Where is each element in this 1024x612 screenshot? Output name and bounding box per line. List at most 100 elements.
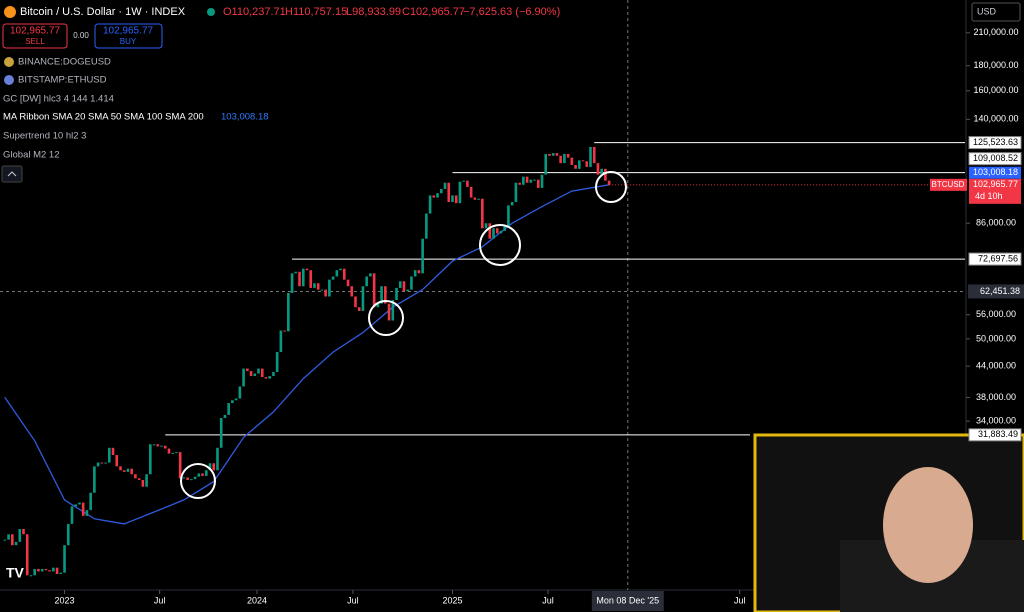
candle [290,273,294,294]
candle [249,371,253,377]
x-tick-label: Jul [347,595,359,605]
candle [510,202,514,206]
logo: TV [6,565,25,581]
crosshair-x-label: Mon 08 Dec '25 [596,595,659,605]
candle [182,477,186,479]
candle [604,168,607,181]
candle [197,473,201,477]
candle [167,448,171,454]
highlight-circle [595,171,627,203]
candle [473,197,477,200]
y-tick-label: 160,000.00 [973,85,1018,95]
candle [171,452,175,454]
candle [25,534,29,576]
y-tick-label: 44,000.00 [976,361,1016,371]
plot-area [0,0,965,590]
sell-button[interactable] [2,23,68,49]
candle [540,174,544,188]
candle [100,462,104,464]
candle [365,276,368,287]
candle [417,270,421,274]
indicator[interactable]: BINANCE:DOGEUSD [18,57,111,68]
candle [305,268,309,271]
candle [607,180,611,185]
candle [246,368,249,372]
x-tick-label: 2025 [442,595,462,605]
y-tick-label: 50,000.00 [976,333,1016,343]
candle [201,473,204,476]
countdown: 4d 10h [975,191,1003,201]
indicator[interactable]: MA Ribbon SMA 20 SMA 50 SMA 100 SMA 200 [3,112,204,123]
indicator[interactable]: Global M2 12 [3,150,60,161]
candle [499,230,503,234]
y-tick-label: 34,000.00 [976,415,1016,425]
candle [395,287,398,301]
candle [227,403,230,415]
indicator[interactable]: Supertrend 10 hl2 3 [3,131,86,142]
candle [175,452,178,454]
symbol-tag [930,178,967,191]
candle [242,368,245,387]
currency-button[interactable] [971,2,1021,22]
candle [369,273,372,277]
indicator[interactable]: GC [DW] hlc3 4 144 1.414 [3,94,114,105]
candle [398,281,402,288]
candle [283,330,286,332]
candle [152,444,156,446]
candle [384,286,387,304]
candle [339,268,342,271]
candle [287,293,290,332]
candle [74,504,78,507]
collapse-button[interactable] [1,165,23,183]
candle [581,160,585,162]
currency: USD [977,6,997,16]
highlight-circle [180,463,216,499]
candle [544,153,548,175]
sell-price: 102,965.77 [10,26,60,37]
buy-button[interactable] [94,23,163,49]
symbol-title[interactable]: Bitcoin / U.S. Dollar · 1W · INDEX [20,6,186,18]
x-tick-label: 2023 [55,595,75,605]
candle [160,445,163,447]
indicator-icon [4,57,14,67]
candle [130,468,133,475]
candle [115,455,119,467]
y-tick-label: 56,000.00 [976,309,1016,319]
level-tag [968,152,1022,166]
candle [563,153,566,164]
candle [439,188,443,194]
candle [234,398,238,401]
crosshair-label: 62,451.38 [980,286,1020,296]
candle [458,181,462,204]
candle [361,286,365,311]
candle [391,300,395,321]
candle [320,289,324,291]
candle [63,545,66,573]
candle [346,279,350,287]
candle [477,198,480,200]
indicator[interactable]: BITSTAMP:ETHUSD [18,75,107,86]
level-tag [968,428,1022,442]
candle [268,376,271,379]
spread: 0.00 [73,31,89,40]
webcam-person-head [883,467,973,583]
candle [89,492,92,511]
level-tag [968,252,1022,266]
candle [380,286,383,304]
candle [141,479,145,487]
candle [78,502,81,505]
level-label: 72,697.56 [978,253,1018,263]
candle [376,303,380,308]
candle [298,271,301,287]
candle [96,462,100,467]
candle [186,477,189,480]
candle [208,463,212,471]
level-label: 125,523.63 [973,137,1018,147]
candle [216,447,219,471]
candle [548,153,551,156]
candle [264,377,268,379]
candle [279,330,283,353]
candle [570,157,574,166]
candle [163,445,167,449]
candle [525,176,529,183]
